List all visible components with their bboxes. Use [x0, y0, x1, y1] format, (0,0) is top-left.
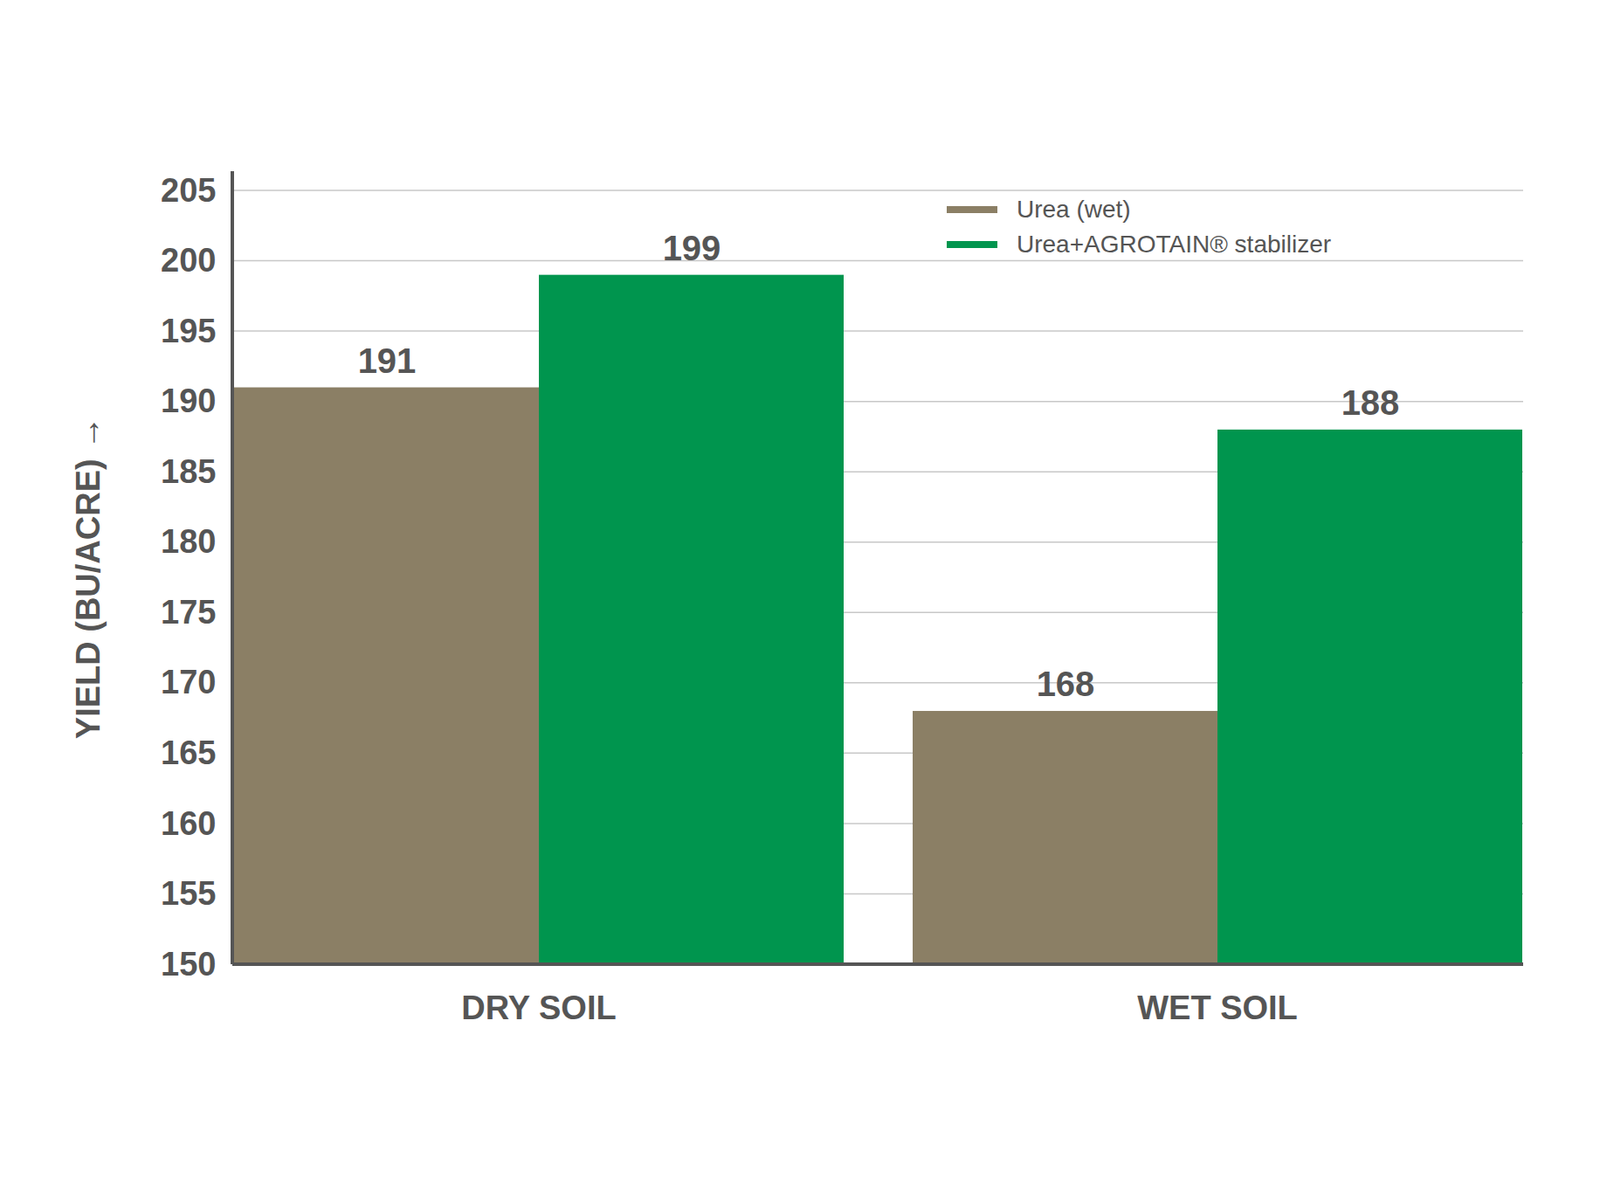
svg-text:168: 168 — [1036, 664, 1096, 704]
svg-text:WET SOIL: WET SOIL — [1137, 989, 1298, 1027]
svg-text:160: 160 — [160, 805, 216, 842]
svg-text:DRY SOIL: DRY SOIL — [461, 989, 616, 1027]
svg-text:190: 190 — [160, 382, 216, 420]
svg-text:165: 165 — [160, 734, 216, 772]
svg-text:180: 180 — [160, 523, 216, 560]
svg-text:188: 188 — [1341, 383, 1400, 422]
svg-text:199: 199 — [662, 228, 722, 268]
html-text:Urea (wet): Urea (wet) — [1016, 195, 1131, 223]
svg-text:195: 195 — [160, 312, 216, 350]
html-text:Urea+AGROTAIN® stabilizer: Urea+AGROTAIN® stabilizer — [1016, 230, 1332, 258]
svg-text:200: 200 — [160, 241, 216, 279]
svg-text:175: 175 — [160, 593, 216, 631]
svg-text:170: 170 — [160, 663, 216, 701]
svg-text:155: 155 — [160, 875, 216, 912]
svg-text:YIELD (BU/ACRE) →: YIELD (BU/ACRE) → — [69, 416, 107, 739]
svg-text:205: 205 — [160, 172, 216, 209]
svg-text:191: 191 — [358, 341, 417, 380]
svg-text:185: 185 — [160, 453, 216, 490]
svg-text:150: 150 — [160, 945, 216, 983]
